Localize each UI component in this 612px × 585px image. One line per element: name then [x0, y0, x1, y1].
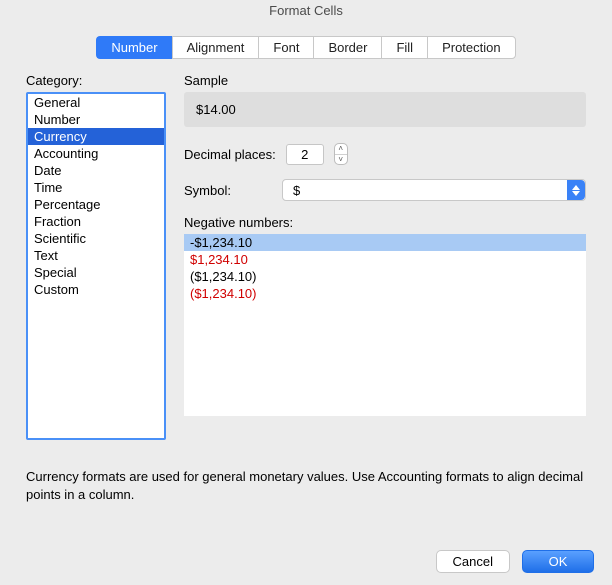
category-item-scientific[interactable]: Scientific	[28, 230, 164, 247]
symbol-select[interactable]: $	[282, 179, 586, 201]
stepper-up-icon[interactable]: ˄	[335, 144, 347, 155]
category-list[interactable]: GeneralNumberCurrencyAccountingDateTimeP…	[26, 92, 166, 440]
tab-number[interactable]: Number	[96, 36, 171, 59]
negative-list[interactable]: -$1,234.10$1,234.10($1,234.10)($1,234.10…	[184, 234, 586, 416]
sample-label: Sample	[184, 73, 586, 88]
category-item-date[interactable]: Date	[28, 162, 164, 179]
category-item-percentage[interactable]: Percentage	[28, 196, 164, 213]
category-item-time[interactable]: Time	[28, 179, 164, 196]
category-item-general[interactable]: General	[28, 94, 164, 111]
ok-button[interactable]: OK	[522, 550, 594, 573]
category-item-special[interactable]: Special	[28, 264, 164, 281]
select-arrows-icon	[567, 180, 585, 200]
stepper-down-icon[interactable]: ˅	[335, 155, 347, 165]
negative-item[interactable]: $1,234.10	[184, 251, 586, 268]
category-item-text[interactable]: Text	[28, 247, 164, 264]
cancel-button[interactable]: Cancel	[436, 550, 510, 573]
decimal-stepper[interactable]: ˄ ˅	[334, 143, 348, 165]
window-title: Format Cells	[0, 0, 612, 22]
sample-value: $14.00	[184, 92, 586, 127]
tab-protection[interactable]: Protection	[427, 36, 516, 59]
tab-fill[interactable]: Fill	[381, 36, 427, 59]
category-label: Category:	[26, 73, 166, 88]
negative-item[interactable]: -$1,234.10	[184, 234, 586, 251]
negative-label: Negative numbers:	[184, 215, 586, 230]
negative-item[interactable]: ($1,234.10)	[184, 285, 586, 302]
category-item-number[interactable]: Number	[28, 111, 164, 128]
category-item-accounting[interactable]: Accounting	[28, 145, 164, 162]
tab-alignment[interactable]: Alignment	[172, 36, 259, 59]
category-item-currency[interactable]: Currency	[28, 128, 164, 145]
category-item-custom[interactable]: Custom	[28, 281, 164, 298]
tab-font[interactable]: Font	[258, 36, 313, 59]
decimal-label: Decimal places:	[184, 147, 276, 162]
symbol-value: $	[293, 183, 300, 198]
category-item-fraction[interactable]: Fraction	[28, 213, 164, 230]
decimal-input[interactable]	[286, 144, 324, 165]
tab-border[interactable]: Border	[313, 36, 381, 59]
symbol-label: Symbol:	[184, 183, 272, 198]
description-text: Currency formats are used for general mo…	[0, 468, 612, 503]
negative-item[interactable]: ($1,234.10)	[184, 268, 586, 285]
tabbar: NumberAlignmentFontBorderFillProtection	[0, 36, 612, 59]
